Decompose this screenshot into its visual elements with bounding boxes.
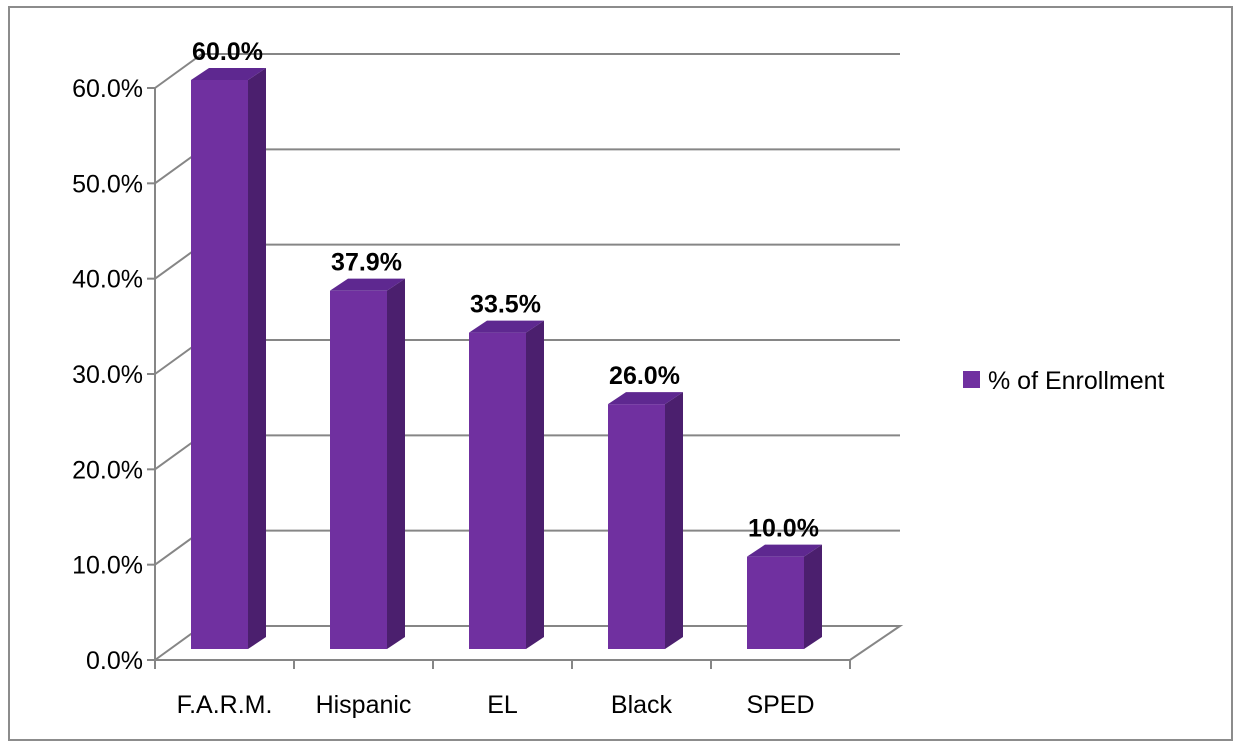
legend-swatch bbox=[963, 371, 980, 388]
y-tick-label: 50.0% bbox=[72, 170, 143, 198]
y-tick-label: 20.0% bbox=[72, 456, 143, 484]
y-tick-label: 0.0% bbox=[86, 647, 143, 675]
y-tick-label: 60.0% bbox=[72, 75, 143, 103]
bar-top bbox=[608, 392, 683, 405]
data-label: 10.0% bbox=[748, 515, 819, 543]
data-label: 37.9% bbox=[331, 249, 402, 277]
bar-side bbox=[665, 392, 683, 649]
data-label: 26.0% bbox=[609, 362, 680, 390]
bar-side bbox=[804, 544, 822, 649]
bar bbox=[330, 290, 387, 649]
gridline bbox=[154, 148, 900, 185]
y-tick-label: 30.0% bbox=[72, 361, 143, 389]
bar-top bbox=[191, 68, 266, 80]
bar-top bbox=[747, 544, 822, 557]
data-label: 60.0% bbox=[192, 38, 263, 66]
y-tick-label: 10.0% bbox=[72, 552, 143, 580]
bar bbox=[747, 556, 804, 649]
bar bbox=[191, 80, 248, 649]
legend-label: % of Enrollment bbox=[988, 367, 1165, 395]
bar-side bbox=[526, 320, 544, 649]
y-tick-label: 40.0% bbox=[72, 266, 143, 294]
gridline bbox=[154, 53, 900, 89]
gridline bbox=[154, 243, 900, 280]
bar-side bbox=[248, 68, 266, 649]
x-tick-label: F.A.R.M. bbox=[177, 691, 273, 719]
bar-side bbox=[387, 278, 405, 649]
x-tick-label: EL bbox=[487, 691, 518, 719]
data-label: 33.5% bbox=[470, 291, 541, 319]
x-tick-label: Black bbox=[611, 691, 673, 719]
x-tick-label: SPED bbox=[746, 691, 814, 719]
bar-top bbox=[330, 278, 405, 291]
x-tick-label: Hispanic bbox=[316, 691, 412, 719]
bar-top bbox=[469, 320, 544, 333]
bar bbox=[608, 404, 665, 649]
bar bbox=[469, 332, 526, 649]
